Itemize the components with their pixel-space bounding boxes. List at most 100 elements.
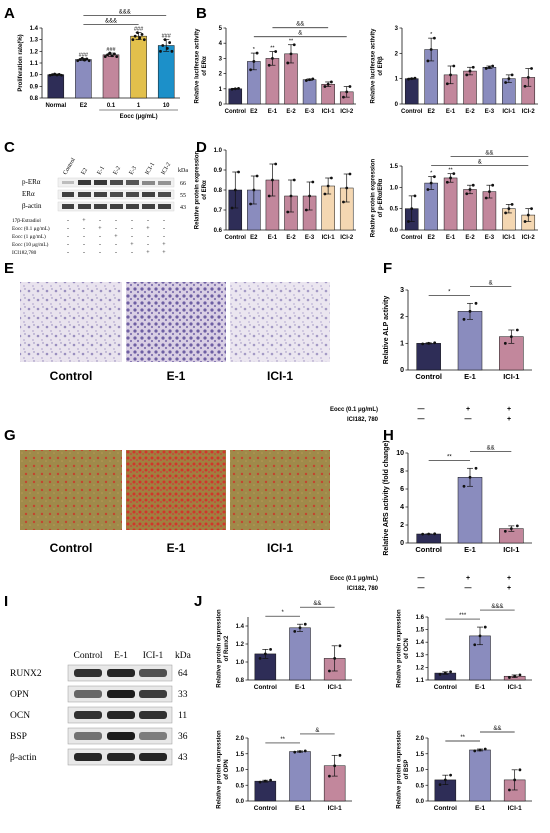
data-point	[462, 317, 466, 321]
data-point	[508, 788, 511, 792]
x-tick-label: Control	[225, 235, 247, 241]
significance-label: *	[430, 171, 433, 177]
bracket-label: &	[478, 160, 482, 166]
y-tick-label: 2.0	[236, 736, 245, 742]
treatment-mark: +	[146, 250, 150, 256]
blot-band	[110, 192, 123, 197]
y-axis-label: Relative protein expression	[195, 150, 201, 229]
data-point	[443, 671, 447, 675]
treatment-mark: -	[83, 242, 85, 248]
treatment-mark: +	[82, 218, 86, 224]
x-tick-label: ICI-1	[328, 684, 342, 691]
y-tick-label: 1.5	[236, 752, 245, 758]
treatment-mark: -	[163, 234, 165, 240]
data-point	[292, 178, 296, 182]
data-point	[133, 34, 137, 38]
x-tick-label: Control	[415, 545, 442, 554]
data-point	[438, 783, 442, 787]
stain-image-control	[20, 282, 122, 362]
y-tick-label: 2.0	[416, 736, 425, 742]
blot-c-band-name: p-ERα	[22, 178, 41, 186]
data-point	[471, 65, 475, 69]
x-tick-label: ICI-1	[502, 235, 516, 241]
data-point	[515, 328, 519, 332]
y-tick-label: 0.5	[390, 207, 399, 213]
chart-d2: 0.0 0.5 1.0 1.5 Relative protein expression o…	[371, 151, 538, 241]
blot-i-rows: RUNX2 64 OPN 33 OCN 11 BSP 36 β-actin 43	[10, 664, 188, 766]
treat-mark: —	[465, 585, 472, 592]
chart-j1: 0.8 1.0 1.2 1.4 Relative protein expression o…	[217, 601, 352, 691]
bar	[416, 343, 441, 371]
data-point	[131, 38, 135, 42]
data-point	[267, 194, 271, 198]
bracket-label: **	[460, 735, 465, 741]
blot-c: Control E2 E-1 E-2 E-3 ICI-1 ICI-2 kDa p…	[12, 157, 188, 256]
treatment-mark: -	[131, 250, 133, 256]
data-point	[159, 49, 162, 53]
panel-label-g: G	[4, 427, 16, 444]
x-tick-label: E-1	[464, 545, 476, 554]
y-tick-label: 0.8	[214, 188, 223, 194]
y-tick-label: 6	[400, 486, 404, 493]
y-tick-label: 1.2	[416, 665, 425, 671]
y-tick-label: 1.5	[390, 164, 399, 170]
blot-band	[139, 690, 167, 698]
x-tick-label: Control	[401, 235, 423, 241]
x-tick-label: ICI-1	[503, 372, 519, 381]
data-point	[426, 59, 430, 63]
stain-e-label: ICI-1	[267, 369, 293, 383]
y-tick-label: 1.0	[214, 148, 223, 154]
blot-band	[62, 181, 74, 184]
data-point	[50, 73, 54, 77]
blot-band	[158, 204, 171, 209]
data-point	[515, 524, 519, 528]
bar	[102, 54, 120, 99]
data-point	[510, 73, 514, 77]
treatment-name: Eocc (0.1 μg/mL)	[12, 225, 50, 232]
data-point	[452, 64, 456, 68]
y-axis-label: Relative luciferase activity	[195, 28, 201, 104]
y-tick-label: 5	[219, 26, 223, 32]
y-tick-label: 0.0	[390, 228, 399, 234]
data-point	[471, 183, 475, 187]
data-point	[338, 644, 342, 648]
data-point	[274, 162, 278, 166]
data-point	[80, 56, 84, 60]
data-point	[449, 670, 452, 674]
y-tick-label: 2	[395, 51, 399, 57]
data-point	[468, 188, 472, 191]
blot-band	[142, 181, 155, 185]
y-tick-label: 1	[219, 87, 223, 93]
y-tick-label: 1.0	[416, 768, 425, 774]
data-point	[421, 342, 425, 346]
blot-i-band-name: RUNX2	[10, 669, 42, 679]
data-point	[323, 85, 327, 88]
data-point	[271, 57, 274, 60]
chart-j2: 1.1 1.2 1.3 1.4 1.5 1.6 Relative protein expre…	[397, 604, 532, 691]
blot-c-lane-label: E-2	[113, 165, 123, 176]
bracket-label: &	[489, 280, 493, 286]
data-point	[249, 68, 253, 72]
y-tick-label: 1.6	[416, 615, 425, 621]
treat-mark: —	[418, 406, 425, 413]
y-axis-label: Relative protein expression	[217, 609, 223, 688]
treat-mark: +	[466, 406, 470, 413]
data-point	[103, 55, 107, 58]
stain-g-label: ICI-1	[267, 541, 293, 555]
data-point	[83, 58, 86, 62]
blot-i-lane-label: ICI-1	[143, 651, 164, 661]
treatment-mark: -	[131, 218, 133, 224]
y-tick-label: 3	[395, 26, 399, 32]
x-tick-label: ICI-1	[508, 684, 522, 691]
y-tick-label: 0.8	[30, 96, 39, 102]
panel-label-f: F	[383, 260, 392, 277]
y-tick-label: 1.3	[416, 653, 425, 659]
y-tick-label: 0.6	[214, 228, 223, 234]
treat-row-name: ICI182, 780	[347, 417, 379, 423]
blot-band	[94, 180, 107, 185]
data-point	[269, 778, 272, 782]
blot-c-lane-label: Control	[63, 157, 78, 176]
blot-band	[74, 732, 102, 740]
x-tick-label: E2	[250, 235, 258, 241]
data-point	[488, 65, 491, 69]
